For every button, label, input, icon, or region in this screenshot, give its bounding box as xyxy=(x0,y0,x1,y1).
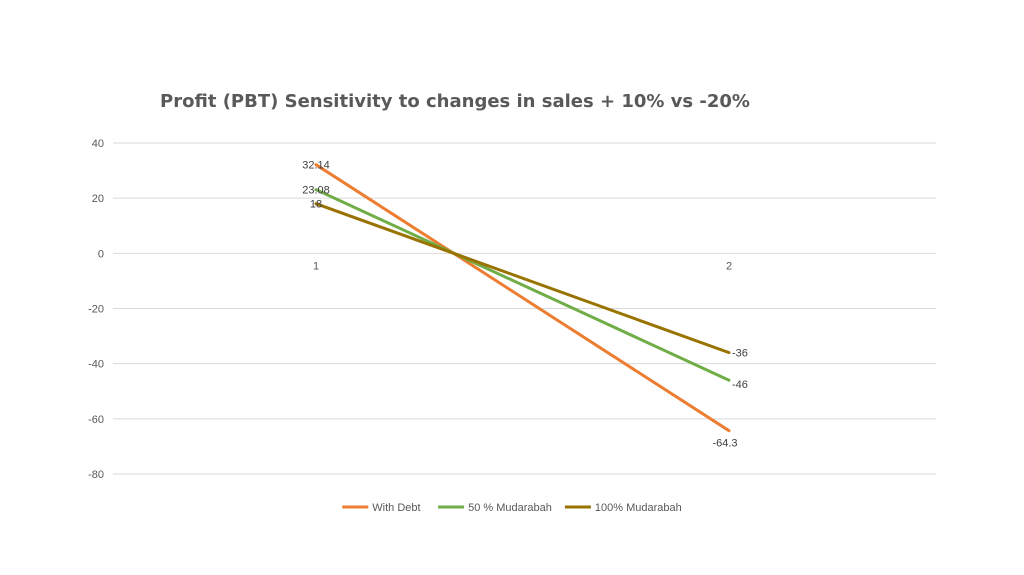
series-line xyxy=(314,202,731,355)
data-label: 23.08 xyxy=(302,185,330,197)
legend-label: With Debt xyxy=(372,502,420,514)
data-label: 32.14 xyxy=(302,160,330,172)
x-tick-label: 2 xyxy=(726,260,732,272)
x-tick-label: 1 xyxy=(313,260,319,272)
y-tick-label: -40 xyxy=(88,359,104,371)
y-tick-label: -80 xyxy=(88,469,104,481)
data-label: -46 xyxy=(732,379,748,391)
series-line xyxy=(314,188,731,382)
y-tick-label: 20 xyxy=(92,193,104,205)
y-tick-label: 0 xyxy=(98,248,104,260)
y-tick-label: -20 xyxy=(88,304,104,316)
chart-title: Profit (PBT) Sensitivity to changes in s… xyxy=(160,91,750,112)
y-tick-label: 40 xyxy=(92,138,104,150)
y-tick-label: -60 xyxy=(88,414,104,426)
series-line xyxy=(314,163,731,433)
legend-label: 50 % Mudarabah xyxy=(468,502,552,514)
data-label: -64.3 xyxy=(712,438,737,450)
legend-label: 100% Mudarabah xyxy=(595,502,682,514)
data-label: 18 xyxy=(310,199,322,211)
data-label: -36 xyxy=(732,348,748,360)
